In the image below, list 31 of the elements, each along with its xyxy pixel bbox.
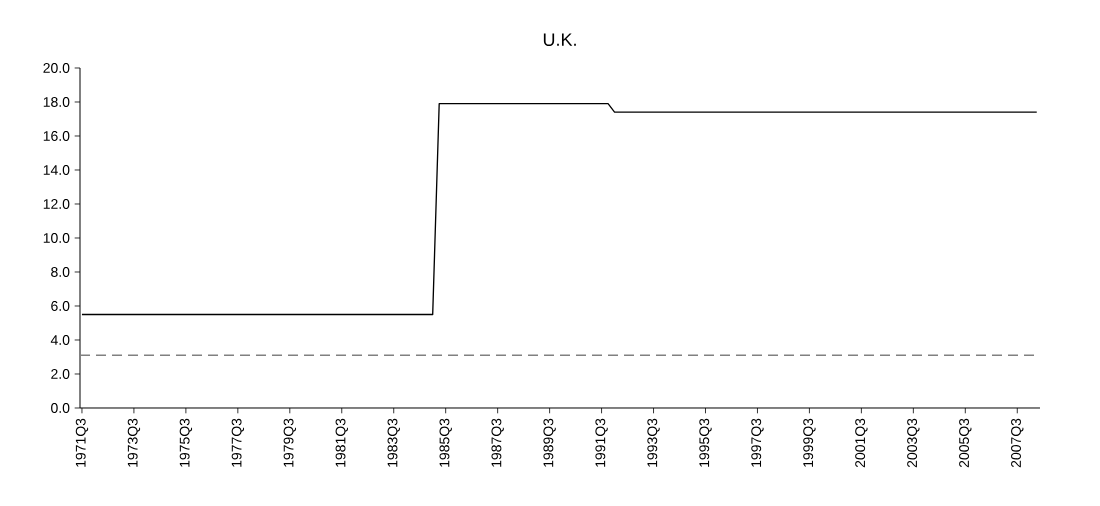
x-tick-label: 1975Q3 [179, 418, 193, 467]
x-tick-label: 2003Q3 [907, 418, 920, 468]
x-tick-label: 1985Q3 [439, 418, 452, 467]
y-tick-label: 6.0 [51, 301, 70, 311]
x-tick-label: 1999Q3 [803, 418, 816, 467]
x-tick-label: 1993Q3 [647, 418, 660, 467]
y-tick-label: 20.0 [43, 63, 70, 73]
y-tick-label: 8.0 [51, 267, 70, 277]
x-tick-label: 2001Q3 [855, 418, 868, 468]
x-tick-label: 1997Q3 [751, 418, 764, 467]
x-tick-label: 1995Q3 [699, 418, 712, 467]
x-tick-label: 1971Q3 [75, 418, 89, 467]
y-tick-label: 12.0 [43, 199, 70, 209]
x-tick-label: 1987Q3 [491, 418, 504, 467]
x-tick-label: 1991Q3 [595, 418, 608, 467]
x-tick-label: 1983Q3 [387, 418, 400, 467]
chart-title: U.K. [543, 33, 576, 46]
x-tick-label: 2007Q3 [1011, 418, 1024, 468]
x-tick-label: 1979Q3 [283, 418, 297, 467]
x-tick-label: 1973Q3 [127, 418, 141, 467]
x-tick-label: 1981Q3 [335, 418, 348, 467]
y-tick-label: 10.0 [43, 233, 70, 243]
x-tick-label: 2005Q3 [959, 418, 972, 468]
y-tick-label: 16.0 [43, 131, 70, 141]
y-tick-label: 4.0 [50, 335, 70, 345]
x-tick-label: 1977Q3 [231, 418, 245, 467]
x-tick-label: 1989Q3 [543, 418, 556, 467]
y-tick-label: 2.0 [51, 369, 70, 379]
y-tick-label: 0.0 [51, 403, 70, 413]
y-tick-label: 18.0 [43, 97, 70, 107]
y-tick-label: 14.0 [43, 165, 70, 175]
